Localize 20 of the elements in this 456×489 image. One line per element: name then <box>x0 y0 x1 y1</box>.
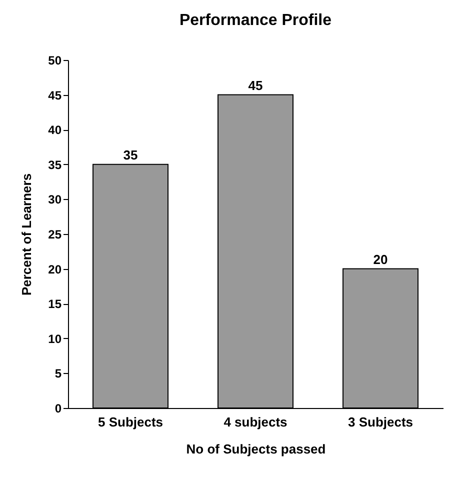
x-tick-label: 5 Subjects <box>98 414 164 430</box>
y-tick-label: 15 <box>48 297 62 312</box>
y-tick-label: 50 <box>48 54 62 68</box>
data-label: 45 <box>248 78 263 93</box>
y-tick-label: 25 <box>48 228 62 242</box>
y-axis-title: Percent of Learners <box>19 173 34 296</box>
data-label: 35 <box>123 147 138 162</box>
y-tick-label: 20 <box>48 262 62 276</box>
x-axis-title: No of Subjects passed <box>186 442 326 456</box>
y-tick-label: 30 <box>48 192 62 207</box>
y-tick-label: 35 <box>48 158 62 172</box>
data-label: 20 <box>373 252 388 267</box>
chart-title: Performance Profile <box>179 12 332 29</box>
y-tick-label: 10 <box>48 332 62 346</box>
x-tick-label: 3 Subjects <box>348 414 414 430</box>
y-tick-label: 5 <box>54 366 62 381</box>
y-tick-label: 45 <box>48 88 62 102</box>
y-tick-label: 0 <box>54 402 62 416</box>
y-tick-label: 40 <box>48 123 62 138</box>
x-tick-label: 4 subjects <box>224 414 288 430</box>
